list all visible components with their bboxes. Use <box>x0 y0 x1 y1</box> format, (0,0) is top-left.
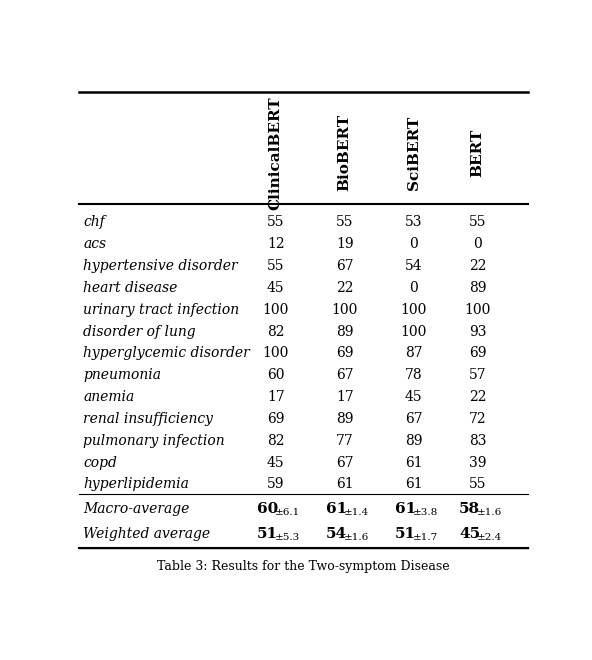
Text: acs: acs <box>83 237 107 251</box>
Text: hypertensive disorder: hypertensive disorder <box>83 259 238 273</box>
Text: 22: 22 <box>336 280 353 295</box>
Text: hyperlipidemia: hyperlipidemia <box>83 477 189 492</box>
Text: 19: 19 <box>336 237 353 251</box>
Text: 45: 45 <box>267 280 285 295</box>
Text: ±5.3: ±5.3 <box>275 533 300 542</box>
Text: 61: 61 <box>336 477 353 492</box>
Text: anemia: anemia <box>83 390 134 404</box>
Text: 60: 60 <box>267 368 285 382</box>
Text: 67: 67 <box>336 368 353 382</box>
Text: 0: 0 <box>474 237 482 251</box>
Text: 67: 67 <box>405 412 422 426</box>
Text: 54: 54 <box>326 527 347 541</box>
Text: hyperglycemic disorder: hyperglycemic disorder <box>83 346 250 360</box>
Text: 100: 100 <box>400 325 427 339</box>
Text: 0: 0 <box>409 237 418 251</box>
Text: 87: 87 <box>405 346 422 360</box>
Text: Weighted average: Weighted average <box>83 527 210 541</box>
Text: 100: 100 <box>465 303 491 317</box>
Text: 89: 89 <box>469 280 487 295</box>
Text: 58: 58 <box>459 502 480 516</box>
Text: 0: 0 <box>409 280 418 295</box>
Text: 72: 72 <box>469 412 487 426</box>
Text: 100: 100 <box>263 303 289 317</box>
Text: ±1.6: ±1.6 <box>343 533 369 542</box>
Text: heart disease: heart disease <box>83 280 178 295</box>
Text: 60: 60 <box>257 502 278 516</box>
Text: BioBERT: BioBERT <box>337 114 352 191</box>
Text: 22: 22 <box>469 390 487 404</box>
Text: 59: 59 <box>267 477 285 492</box>
Text: 82: 82 <box>267 434 285 447</box>
Text: 45: 45 <box>267 455 285 470</box>
Text: 53: 53 <box>405 215 422 229</box>
Text: Macro-average: Macro-average <box>83 502 189 516</box>
Text: 55: 55 <box>267 215 285 229</box>
Text: 22: 22 <box>469 259 487 273</box>
Text: renal insufficiency: renal insufficiency <box>83 412 213 426</box>
Text: 51: 51 <box>257 527 278 541</box>
Text: 54: 54 <box>405 259 422 273</box>
Text: ±3.8: ±3.8 <box>413 508 437 517</box>
Text: 83: 83 <box>469 434 487 447</box>
Text: 61: 61 <box>405 477 422 492</box>
Text: urinary tract infection: urinary tract infection <box>83 303 239 317</box>
Text: 78: 78 <box>405 368 422 382</box>
Text: 45: 45 <box>405 390 422 404</box>
Text: 89: 89 <box>405 434 422 447</box>
Text: 77: 77 <box>336 434 353 447</box>
Text: ±1.4: ±1.4 <box>343 508 369 517</box>
Text: 45: 45 <box>459 527 480 541</box>
Text: BERT: BERT <box>471 129 485 177</box>
Text: 12: 12 <box>267 237 285 251</box>
Text: 69: 69 <box>336 346 353 360</box>
Text: 17: 17 <box>336 390 353 404</box>
Text: 93: 93 <box>469 325 487 339</box>
Text: 69: 69 <box>267 412 285 426</box>
Text: 61: 61 <box>326 502 347 516</box>
Text: copd: copd <box>83 455 117 470</box>
Text: 100: 100 <box>263 346 289 360</box>
Text: 55: 55 <box>267 259 285 273</box>
Text: chf: chf <box>83 215 105 229</box>
Text: 39: 39 <box>469 455 487 470</box>
Text: ±1.7: ±1.7 <box>413 533 437 542</box>
Text: 100: 100 <box>332 303 358 317</box>
Text: 89: 89 <box>336 412 353 426</box>
Text: 55: 55 <box>469 477 487 492</box>
Text: 55: 55 <box>336 215 353 229</box>
Text: 55: 55 <box>469 215 487 229</box>
Text: 82: 82 <box>267 325 285 339</box>
Text: ClinicalBERT: ClinicalBERT <box>269 96 283 210</box>
Text: ±1.6: ±1.6 <box>477 508 502 517</box>
Text: pulmonary infection: pulmonary infection <box>83 434 225 447</box>
Text: 89: 89 <box>336 325 353 339</box>
Text: Table 3: Results for the Two-symptom Disease: Table 3: Results for the Two-symptom Dis… <box>157 560 450 574</box>
Text: ±6.1: ±6.1 <box>275 508 300 517</box>
Text: 51: 51 <box>395 527 416 541</box>
Text: disorder of lung: disorder of lung <box>83 325 196 339</box>
Text: 57: 57 <box>469 368 487 382</box>
Text: ±2.4: ±2.4 <box>477 533 502 542</box>
Text: 61: 61 <box>405 455 422 470</box>
Text: 69: 69 <box>469 346 487 360</box>
Text: 67: 67 <box>336 455 353 470</box>
Text: 100: 100 <box>400 303 427 317</box>
Text: 61: 61 <box>395 502 416 516</box>
Text: 17: 17 <box>267 390 285 404</box>
Text: pneumonia: pneumonia <box>83 368 161 382</box>
Text: SciBERT: SciBERT <box>407 115 420 190</box>
Text: 67: 67 <box>336 259 353 273</box>
